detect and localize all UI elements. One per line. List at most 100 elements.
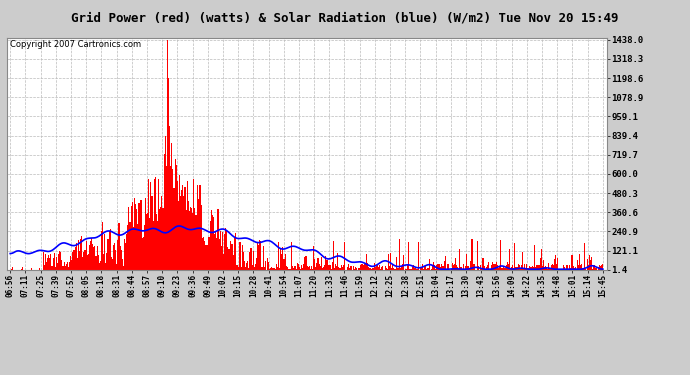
Bar: [87, 255, 88, 270]
Bar: [478, 266, 479, 270]
Bar: [428, 259, 430, 270]
Bar: [333, 241, 334, 270]
Bar: [100, 261, 101, 270]
Bar: [191, 208, 192, 270]
Bar: [317, 258, 319, 270]
Bar: [217, 209, 219, 270]
Bar: [128, 207, 130, 270]
Bar: [349, 268, 351, 270]
Bar: [351, 266, 352, 270]
Bar: [402, 264, 403, 270]
Bar: [284, 254, 286, 270]
Bar: [338, 267, 339, 270]
Bar: [119, 246, 121, 270]
Bar: [324, 265, 325, 270]
Bar: [224, 234, 225, 270]
Bar: [30, 268, 32, 270]
Bar: [228, 249, 230, 270]
Bar: [65, 266, 66, 270]
Bar: [121, 249, 122, 270]
Bar: [97, 255, 99, 270]
Bar: [95, 256, 97, 270]
Bar: [438, 264, 440, 270]
Bar: [173, 188, 175, 270]
Bar: [469, 269, 471, 270]
Bar: [321, 257, 322, 270]
Bar: [77, 258, 78, 270]
Bar: [522, 252, 523, 270]
Bar: [442, 266, 443, 270]
Bar: [414, 268, 415, 270]
Bar: [410, 269, 411, 270]
Bar: [595, 268, 597, 270]
Bar: [436, 265, 437, 270]
Bar: [254, 267, 255, 270]
Bar: [455, 258, 456, 270]
Bar: [157, 220, 158, 270]
Bar: [434, 265, 435, 270]
Bar: [424, 266, 425, 270]
Bar: [490, 268, 491, 270]
Bar: [68, 267, 69, 270]
Bar: [259, 240, 260, 270]
Bar: [248, 268, 249, 270]
Bar: [43, 265, 45, 270]
Bar: [247, 261, 248, 270]
Bar: [103, 254, 104, 270]
Bar: [76, 243, 77, 270]
Bar: [273, 268, 275, 270]
Bar: [127, 225, 128, 270]
Bar: [512, 266, 513, 270]
Bar: [325, 256, 326, 270]
Bar: [391, 268, 392, 270]
Bar: [176, 165, 177, 270]
Bar: [533, 267, 534, 270]
Bar: [179, 175, 180, 270]
Bar: [440, 267, 441, 270]
Bar: [601, 264, 602, 270]
Bar: [590, 260, 591, 270]
Bar: [577, 260, 578, 270]
Bar: [367, 263, 368, 270]
Bar: [524, 264, 525, 270]
Bar: [147, 213, 148, 270]
Bar: [562, 265, 564, 270]
Bar: [132, 228, 134, 270]
Bar: [446, 269, 447, 270]
Bar: [322, 267, 323, 270]
Bar: [552, 264, 553, 270]
Bar: [422, 264, 423, 270]
Bar: [515, 267, 517, 270]
Bar: [167, 40, 168, 270]
Bar: [435, 269, 436, 270]
Bar: [58, 254, 59, 270]
Bar: [139, 203, 141, 270]
Bar: [331, 269, 332, 270]
Bar: [11, 269, 12, 270]
Bar: [560, 269, 562, 270]
Bar: [460, 267, 462, 270]
Bar: [503, 267, 504, 270]
Bar: [223, 254, 224, 270]
Bar: [355, 267, 356, 270]
Bar: [303, 264, 304, 270]
Bar: [387, 269, 388, 270]
Bar: [62, 266, 63, 270]
Bar: [262, 246, 264, 270]
Bar: [80, 239, 81, 270]
Bar: [214, 234, 215, 270]
Bar: [54, 253, 55, 270]
Bar: [282, 247, 284, 270]
Bar: [160, 207, 161, 270]
Bar: [502, 268, 503, 270]
Bar: [102, 222, 103, 270]
Bar: [264, 267, 265, 270]
Bar: [92, 244, 93, 270]
Bar: [495, 262, 497, 270]
Bar: [249, 252, 250, 270]
Bar: [187, 181, 188, 270]
Bar: [400, 268, 401, 270]
Bar: [244, 261, 245, 270]
Bar: [203, 237, 204, 270]
Bar: [314, 260, 315, 270]
